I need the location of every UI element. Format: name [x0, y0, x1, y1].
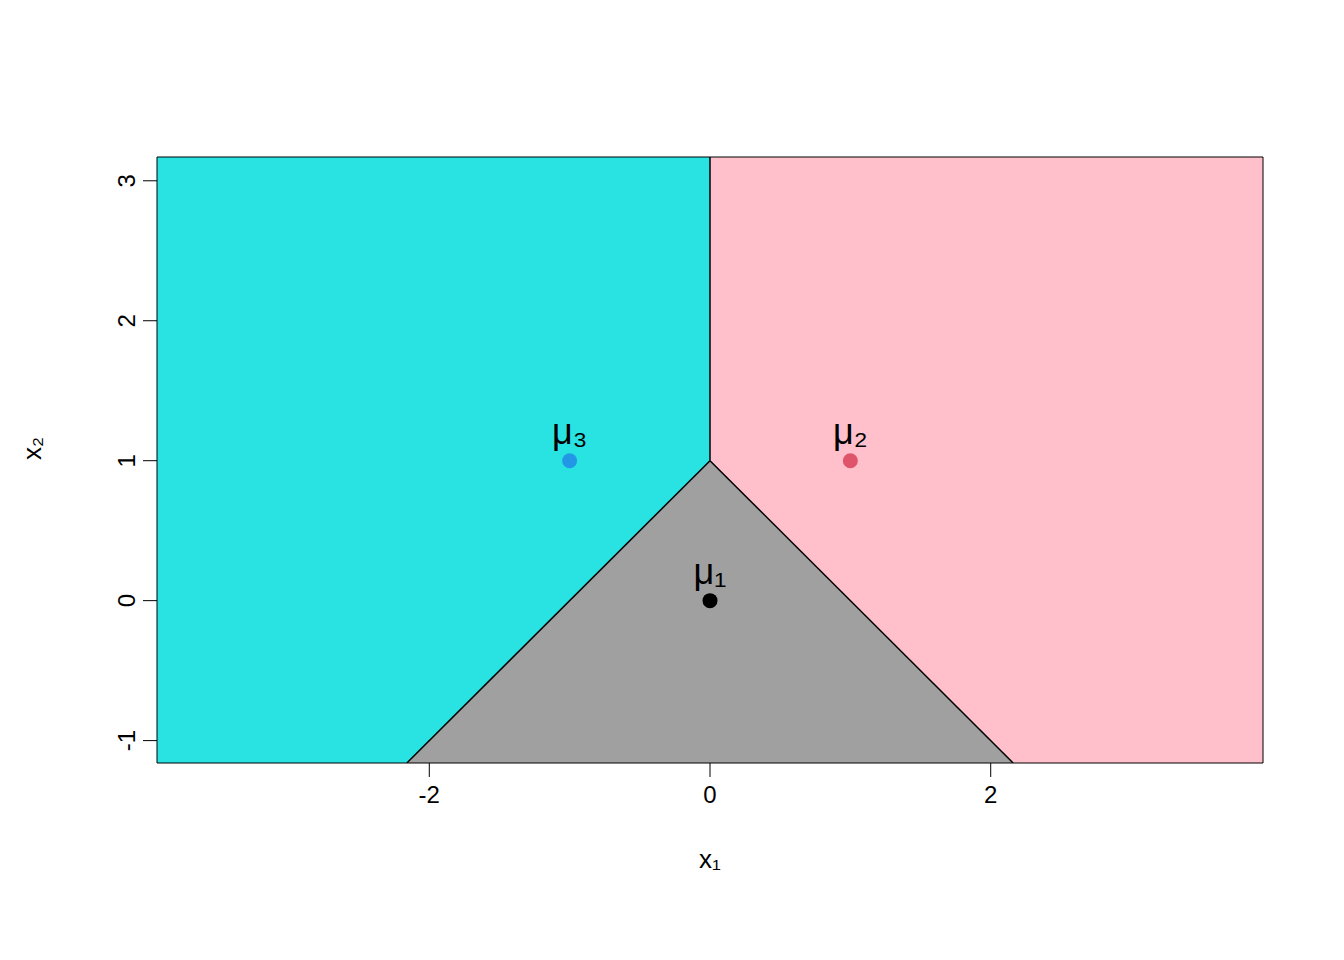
svg-text:μ₂: μ₂ [833, 411, 868, 452]
svg-text:-2: -2 [419, 781, 440, 808]
svg-text:2: 2 [984, 781, 997, 808]
svg-text:1: 1 [113, 454, 140, 467]
svg-text:3: 3 [113, 174, 140, 187]
svg-text:0: 0 [703, 781, 716, 808]
svg-text:μ₃: μ₃ [552, 411, 587, 452]
svg-text:2: 2 [113, 314, 140, 327]
svg-text:μ₁: μ₁ [694, 551, 727, 592]
svg-text:x₂: x₂ [17, 437, 47, 460]
svg-text:-1: -1 [113, 730, 140, 751]
svg-text:x₁: x₁ [699, 844, 721, 874]
svg-text:0: 0 [113, 594, 140, 607]
